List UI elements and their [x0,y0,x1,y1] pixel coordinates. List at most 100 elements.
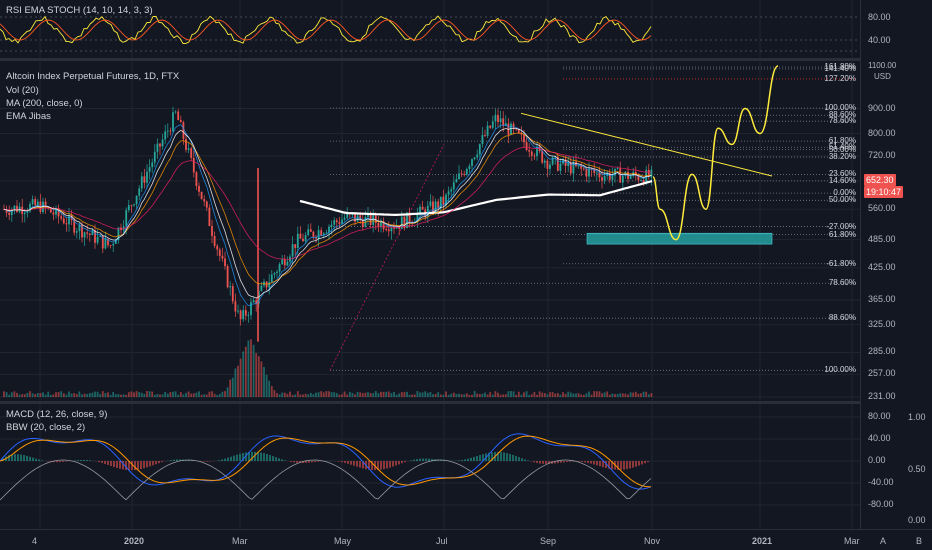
volume-bar [26,392,29,397]
volume-bar [96,391,99,397]
volume-bar [595,391,598,397]
candle-body [549,164,551,169]
candle-body [94,230,96,243]
time-axis-label: 2020 [124,536,145,546]
volume-bar [18,394,21,397]
macd-hist-bar [137,461,139,470]
macd-hist-bar [113,461,115,468]
volume-bar [294,394,297,397]
indicator-ema-jibas[interactable]: EMA Jibas [6,111,51,122]
candle-body [34,199,37,206]
volume-bar [455,393,458,397]
currency-label[interactable]: USD [874,72,891,81]
bbw-title[interactable]: BBW (20, close, 2) [6,422,86,433]
candle-body [572,161,575,174]
volume-bar [39,392,42,397]
volume-bar [179,392,182,397]
fib-label: 50.00% [828,195,856,205]
macd-hist-bar [410,460,412,461]
fib-label: -27.00% [826,221,856,231]
volume-bar [309,392,312,397]
candle-body [445,194,447,205]
volume-bar [572,393,575,397]
macd-hist-bar [302,461,304,464]
macd-hist-bar [479,455,481,461]
volume-bar [278,394,281,397]
macd-hist-bar [398,461,400,465]
volume-bar [377,393,380,397]
candle-body [221,255,224,259]
volume-bar [577,393,580,397]
macd-hist-bar [83,459,85,461]
rsi-tick-40: 40.00 [868,35,891,45]
macd-hist-bar [251,451,253,461]
candle-body [320,230,323,236]
volume-bar [65,394,68,397]
candle-body [140,176,143,189]
macd-hist-bar [290,461,292,462]
macd-tick-label: 40.00 [868,433,891,443]
candle-body [8,212,11,215]
volume-bar [421,392,424,397]
auto-scale-button[interactable]: A [880,536,887,546]
candle-body [174,111,177,113]
candle-body [330,224,333,227]
candle-body [250,302,252,316]
volume-bar [515,394,518,397]
macd-hist-bar [32,457,34,461]
volume-bar [109,394,112,397]
candle-body [642,179,645,184]
macd-hist-bar [119,461,121,469]
rsi-title[interactable]: RSI EMA STOCH (14, 10, 14, 3, 3) [6,5,153,16]
volume-bar [185,392,187,397]
candle-body [229,286,232,288]
volume-bar [172,391,174,397]
macd-hist-bar [524,459,526,461]
macd-hist-bar [509,453,511,461]
volume-bar [338,394,341,397]
indicator-ma200[interactable]: MA (200, close, 0) [6,98,83,109]
candle-body [647,169,650,178]
volume-bar [523,392,525,397]
macd-hist-bar [47,461,49,462]
volume-bar [491,394,494,397]
candle-body [60,216,63,219]
candle-body [403,216,406,229]
candle-body [99,235,102,237]
indicator-vol[interactable]: Vol (20) [6,85,39,96]
candle-body [541,150,544,163]
volume-bar [393,391,395,397]
macd-hist-bar [80,459,82,461]
macd-hist-bar [395,461,397,466]
main-title[interactable]: Altcoin Index Perpetual Futures, 1D, FTX [6,71,180,82]
macd-hist-bar [140,461,142,470]
macd-hist-bar [311,461,313,463]
volume-bar [538,391,541,397]
macd-hist-bar [221,459,223,461]
candle-body [127,205,130,211]
volume-bar [460,394,463,397]
macd-tick-label: 0.00 [868,455,886,465]
macd-hist-bar [305,461,307,463]
fib-label: 161.80% [824,61,856,71]
volume-bar [354,394,356,397]
volume-bar [166,393,169,397]
volume-bar [541,392,544,397]
log-scale-button[interactable]: B [916,536,923,546]
macd-title[interactable]: MACD (12, 26, close, 9) [6,409,108,420]
volume-bar [385,391,388,397]
volume-bar [13,391,16,397]
volume-bar [616,393,619,397]
macd-hist-bar [353,461,355,466]
candle-body [283,259,286,266]
candle-body [611,175,614,180]
volume-bar [632,392,635,397]
candle-body [252,300,255,303]
macd-hist-bar [599,461,601,467]
volume-bar [536,394,538,397]
candle-body [380,221,382,228]
volume-bar [218,393,221,397]
macd-hist-bar [20,454,22,461]
macd-hist-bar [275,457,277,461]
